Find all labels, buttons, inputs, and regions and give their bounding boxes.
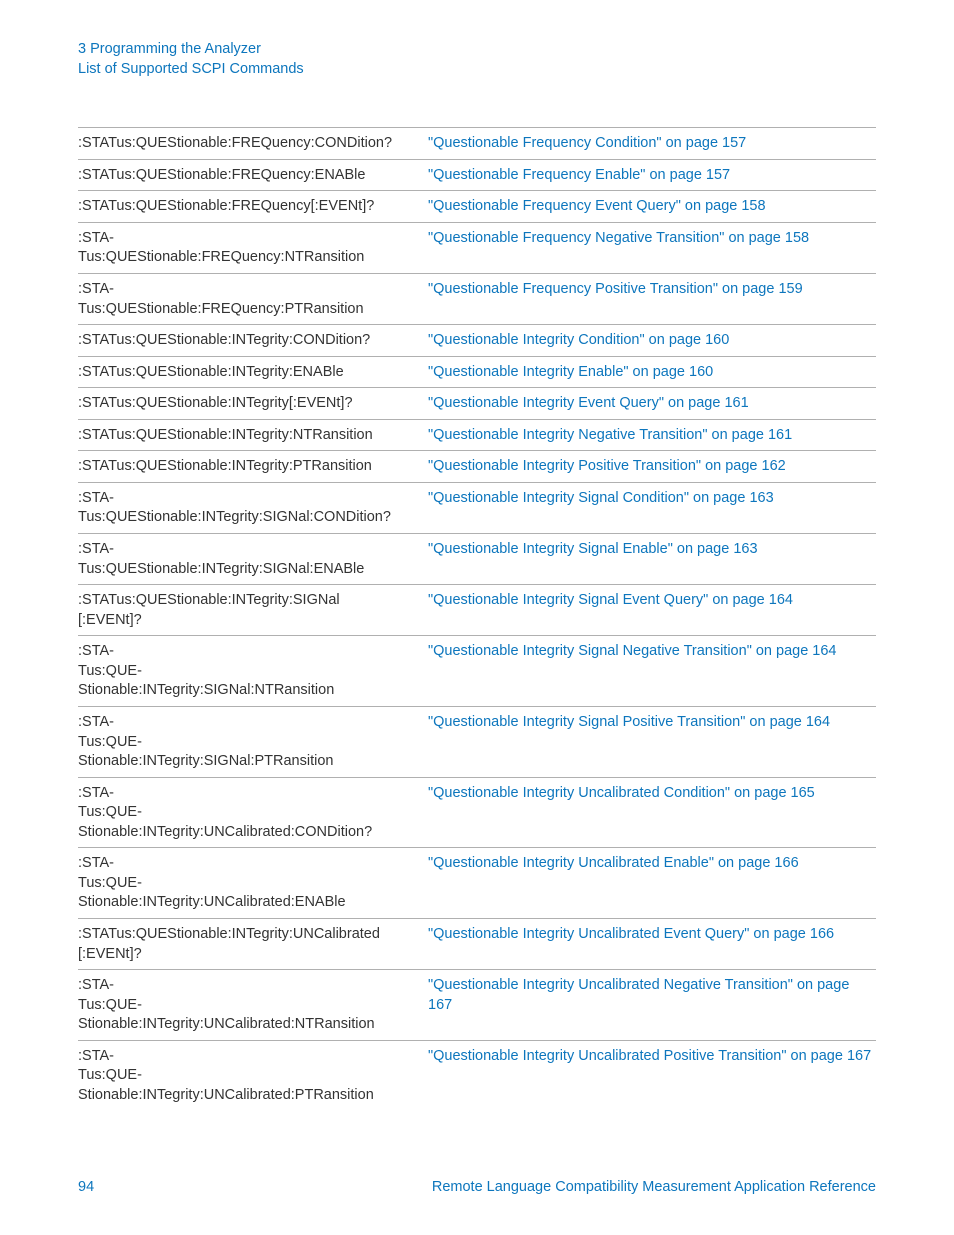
reference-link[interactable]: "Questionable Integrity Signal Event Que… (428, 591, 876, 611)
command-cell: :STATus:QUEStionable:INTegrity[:EVENt]? (78, 394, 428, 414)
page-container: 3 Programming the Analyzer List of Suppo… (0, 0, 954, 1111)
reference-link[interactable]: "Questionable Integrity Uncalibrated Pos… (428, 1047, 876, 1067)
reference-link[interactable]: "Questionable Integrity Uncalibrated Con… (428, 784, 876, 804)
command-cell: :STA-Tus:QUE-Stionable:INTegrity:UNCalib… (78, 784, 428, 843)
reference-link[interactable]: "Questionable Integrity Positive Transit… (428, 457, 876, 477)
page-header: 3 Programming the Analyzer List of Suppo… (78, 40, 876, 79)
reference-link[interactable]: "Questionable Frequency Condition" on pa… (428, 134, 876, 154)
table-row: :STATus:QUEStionable:INTegrity[:EVENt]?"… (78, 387, 876, 419)
command-cell: :STA-Tus:QUEStionable:INTegrity:SIGNal:C… (78, 489, 428, 528)
reference-link[interactable]: "Questionable Frequency Event Query" on … (428, 197, 876, 217)
command-cell: :STATus:QUEStionable:INTegrity:PTRansiti… (78, 457, 428, 477)
reference-link[interactable]: "Questionable Integrity Uncalibrated Ena… (428, 854, 876, 874)
table-row: :STA-Tus:QUEStionable:INTegrity:SIGNal:C… (78, 482, 876, 533)
table-row: :STATus:QUEStionable:INTegrity:SIGNal[:E… (78, 584, 876, 635)
scpi-commands-table: :STATus:QUEStionable:FREQuency:CONDition… (78, 127, 876, 1110)
page-number: 94 (78, 1179, 94, 1195)
table-row: :STATus:QUEStionable:INTegrity:NTRansiti… (78, 419, 876, 451)
reference-link[interactable]: "Questionable Integrity Signal Negative … (428, 642, 876, 662)
table-row: :STA-Tus:QUEStionable:FREQuency:NTRansit… (78, 222, 876, 273)
reference-link[interactable]: "Questionable Integrity Uncalibrated Eve… (428, 925, 876, 945)
command-cell: :STATus:QUEStionable:FREQuency:ENABle (78, 166, 428, 186)
table-row: :STATus:QUEStionable:FREQuency:CONDition… (78, 127, 876, 159)
doc-title: Remote Language Compatibility Measuremen… (432, 1179, 876, 1195)
command-cell: :STATus:QUEStionable:INTegrity:NTRansiti… (78, 426, 428, 446)
table-row: :STATus:QUEStionable:INTegrity:UNCalibra… (78, 918, 876, 969)
reference-link[interactable]: "Questionable Frequency Positive Transit… (428, 280, 876, 300)
reference-link[interactable]: "Questionable Integrity Signal Positive … (428, 713, 876, 733)
command-cell: :STATus:QUEStionable:FREQuency:CONDition… (78, 134, 428, 154)
page-footer: 94 Remote Language Compatibility Measure… (78, 1179, 876, 1195)
table-row: :STA-Tus:QUEStionable:INTegrity:SIGNal:E… (78, 533, 876, 584)
reference-link[interactable]: "Questionable Integrity Uncalibrated Neg… (428, 976, 876, 1015)
command-cell: :STA-Tus:QUE-Stionable:INTegrity:UNCalib… (78, 976, 428, 1035)
command-cell: :STA-Tus:QUE-Stionable:INTegrity:UNCalib… (78, 1047, 428, 1106)
table-row: :STA-Tus:QUE-Stionable:INTegrity:UNCalib… (78, 847, 876, 918)
reference-link[interactable]: "Questionable Integrity Event Query" on … (428, 394, 876, 414)
header-line-2: List of Supported SCPI Commands (78, 60, 876, 80)
command-cell: :STA-Tus:QUEStionable:FREQuency:NTRansit… (78, 229, 428, 268)
command-cell: :STA-Tus:QUEStionable:FREQuency:PTRansit… (78, 280, 428, 319)
table-row: :STATus:QUEStionable:INTegrity:PTRansiti… (78, 450, 876, 482)
table-row: :STA-Tus:QUE-Stionable:INTegrity:UNCalib… (78, 969, 876, 1040)
command-cell: :STATus:QUEStionable:INTegrity:ENABle (78, 363, 428, 383)
table-row: :STA-Tus:QUE-Stionable:INTegrity:SIGNal:… (78, 635, 876, 706)
table-row: :STA-Tus:QUE-Stionable:INTegrity:UNCalib… (78, 1040, 876, 1111)
reference-link[interactable]: "Questionable Integrity Signal Enable" o… (428, 540, 876, 560)
table-row: :STATus:QUEStionable:FREQuency:ENABle"Qu… (78, 159, 876, 191)
reference-link[interactable]: "Questionable Integrity Negative Transit… (428, 426, 876, 446)
header-line-1: 3 Programming the Analyzer (78, 40, 876, 60)
reference-link[interactable]: "Questionable Integrity Signal Condition… (428, 489, 876, 509)
command-cell: :STA-Tus:QUE-Stionable:INTegrity:SIGNal:… (78, 642, 428, 701)
table-row: :STATus:QUEStionable:INTegrity:CONDition… (78, 324, 876, 356)
table-row: :STA-Tus:QUEStionable:FREQuency:PTRansit… (78, 273, 876, 324)
table-row: :STATus:QUEStionable:FREQuency[:EVENt]?"… (78, 190, 876, 222)
command-cell: :STA-Tus:QUEStionable:INTegrity:SIGNal:E… (78, 540, 428, 579)
command-cell: :STATus:QUEStionable:INTegrity:CONDition… (78, 331, 428, 351)
table-row: :STA-Tus:QUE-Stionable:INTegrity:SIGNal:… (78, 706, 876, 777)
command-cell: :STA-Tus:QUE-Stionable:INTegrity:UNCalib… (78, 854, 428, 913)
command-cell: :STATus:QUEStionable:INTegrity:UNCalibra… (78, 925, 428, 964)
command-cell: :STATus:QUEStionable:FREQuency[:EVENt]? (78, 197, 428, 217)
reference-link[interactable]: "Questionable Integrity Enable" on page … (428, 363, 876, 383)
reference-link[interactable]: "Questionable Frequency Enable" on page … (428, 166, 876, 186)
reference-link[interactable]: "Questionable Integrity Condition" on pa… (428, 331, 876, 351)
command-cell: :STATus:QUEStionable:INTegrity:SIGNal[:E… (78, 591, 428, 630)
table-row: :STA-Tus:QUE-Stionable:INTegrity:UNCalib… (78, 777, 876, 848)
reference-link[interactable]: "Questionable Frequency Negative Transit… (428, 229, 876, 249)
table-row: :STATus:QUEStionable:INTegrity:ENABle"Qu… (78, 356, 876, 388)
command-cell: :STA-Tus:QUE-Stionable:INTegrity:SIGNal:… (78, 713, 428, 772)
